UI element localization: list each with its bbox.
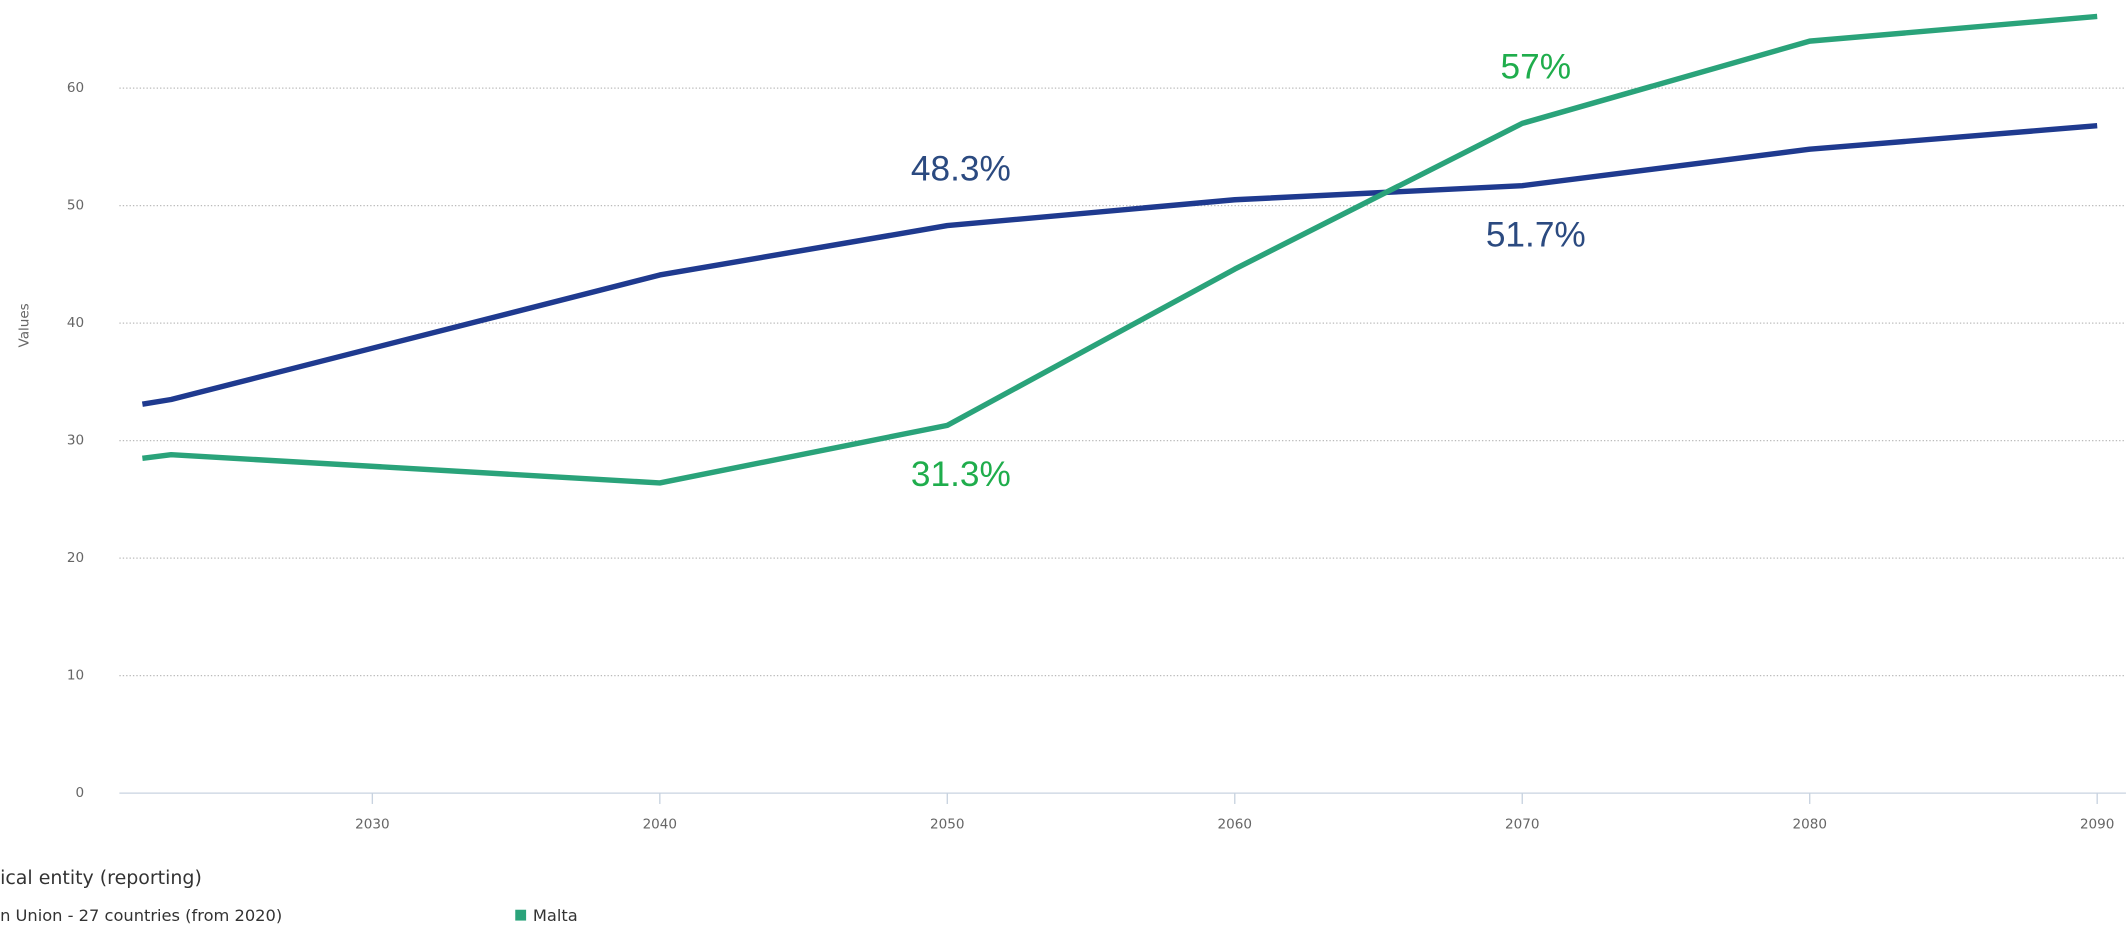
y-tick-label: 50 — [67, 198, 84, 214]
x-tick-label: 2070 — [1505, 816, 1539, 832]
legend-swatch — [515, 909, 527, 921]
data-label: 57% — [1501, 47, 1572, 86]
x-tick-label: 2080 — [1792, 816, 1826, 832]
y-tick-label: 60 — [67, 80, 84, 96]
x-tick-label: 2050 — [930, 816, 964, 832]
data-label: 31.3% — [911, 455, 1011, 494]
series-line — [141, 123, 2098, 407]
x-tick-label: 2060 — [1218, 816, 1252, 832]
legend-label: n Union - 27 countries (from 2020) — [0, 906, 282, 925]
x-tick-label: 2030 — [355, 816, 389, 832]
y-tick-label: 10 — [67, 668, 84, 684]
y-tick-label: 0 — [75, 785, 84, 801]
legend-label: Malta — [533, 906, 578, 925]
y-axis-label: Values — [16, 303, 32, 347]
y-tick-label: 20 — [67, 550, 84, 566]
y-tick-label: 30 — [67, 433, 84, 449]
x-tick-label: 2090 — [2080, 816, 2114, 832]
series-line — [142, 13, 2098, 486]
x-tick-label: 2040 — [643, 816, 677, 832]
y-tick-label: 40 — [67, 315, 84, 331]
legend-title: ical entity (reporting) — [0, 867, 202, 889]
data-label: 48.3% — [911, 150, 1011, 189]
data-label: 51.7% — [1486, 215, 1586, 254]
